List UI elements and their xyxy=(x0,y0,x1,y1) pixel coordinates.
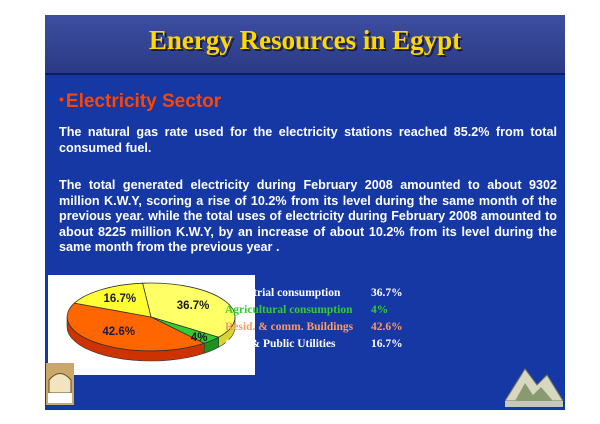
pie-chart: 36.7% 4% 42.6% 16.7% xyxy=(48,275,255,375)
pie-slice-industrial xyxy=(142,282,236,338)
legend-value: 42.6% xyxy=(371,321,403,333)
mountain-logo xyxy=(505,368,563,407)
pie-label-agricultural: 4% xyxy=(190,332,208,345)
bullet-icon: • xyxy=(59,91,64,107)
title-bar: Energy Resources in Egypt xyxy=(45,15,565,75)
slide-title: Energy Resources in Egypt xyxy=(148,25,462,55)
pie-slice-residential xyxy=(66,302,206,352)
legend-label: Resid. & comm. Buildings xyxy=(225,321,354,333)
paragraph-generated-electricity: The total generated electricity during F… xyxy=(59,178,557,254)
legend-item-government: Gov. & Public Utilities 16.7% xyxy=(225,338,403,355)
paragraph-gas-rate: The natural gas rate used for the electr… xyxy=(59,125,557,155)
legend-value: 16.7% xyxy=(371,338,403,350)
legend-item-agricultural: Agricultural consumption 4% xyxy=(225,304,403,321)
pie-label-government: 16.7% xyxy=(103,293,137,306)
legend-value: 4% xyxy=(371,304,389,316)
legend-value: 36.7% xyxy=(371,287,403,299)
pie-slice-government xyxy=(73,282,152,318)
section-heading-text: Electricity Sector xyxy=(65,91,222,112)
legend-label: Agricultural consumption xyxy=(225,304,353,316)
section-heading: • Electricity Sector xyxy=(59,91,221,113)
legend-item-industrial: Industrial consumption 36.7% xyxy=(225,287,403,304)
chart-legend: Industrial consumption 36.7% Agricultural… xyxy=(225,287,403,355)
legend-label: Gov. & Public Utilities xyxy=(225,338,336,350)
pie-chart-svg xyxy=(66,282,236,362)
legend-item-residential: Resid. & comm. Buildings 42.6% xyxy=(225,321,403,338)
legend-label: Industrial consumption xyxy=(225,287,341,299)
pie-label-industrial: 36.7% xyxy=(176,299,210,312)
hbrc-logo xyxy=(46,363,74,405)
pie-label-residential: 42.6% xyxy=(102,326,135,339)
